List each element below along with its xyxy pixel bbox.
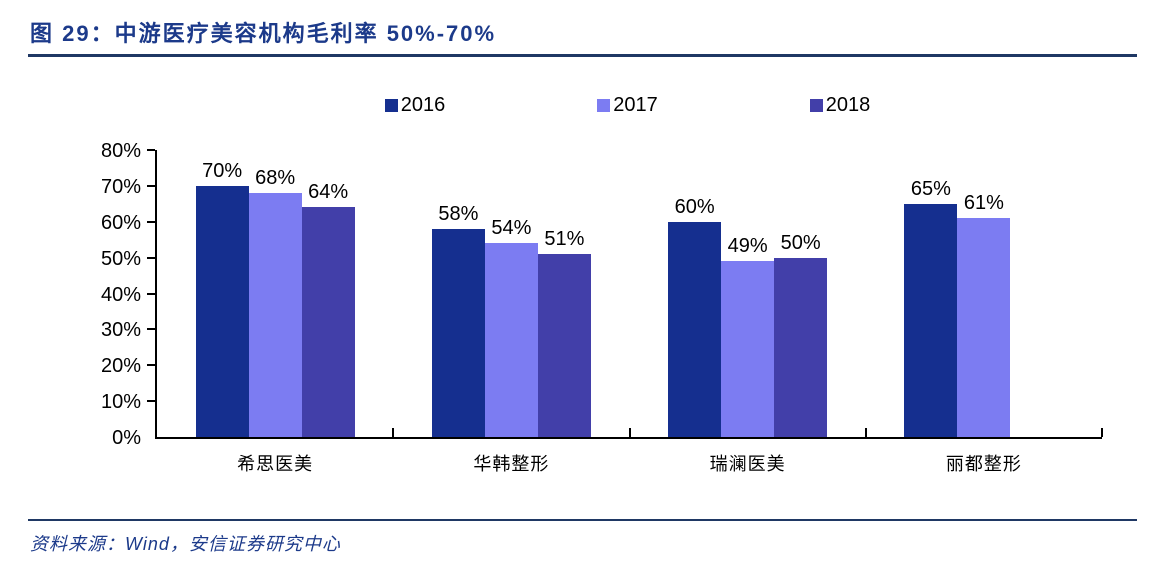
legend-swatch-2018 (809, 98, 823, 112)
legend-item-2017: 2017 (597, 95, 658, 115)
legend-label-2018: 2018 (825, 94, 871, 116)
legend-swatch-2017 (597, 98, 611, 112)
x-axis-category-华韩整形: 华韩整形 (473, 454, 550, 474)
bar-瑞澜医美-2017 (721, 261, 775, 437)
legend-swatch-2016 (384, 98, 398, 112)
bar-value-华韩整形-2016: 58% (438, 202, 479, 225)
bar-华韩整形-2017 (484, 243, 538, 437)
bar-value-希思医美-2017: 68% (255, 167, 296, 190)
y-axis-tick-80% (147, 149, 155, 151)
y-axis-label-0%: 0% (112, 427, 141, 449)
chart-legend: 2016 2017 2018 (155, 93, 1100, 117)
y-axis-label-20%: 20% (100, 355, 141, 378)
bar-华韩整形-2018 (537, 254, 591, 437)
bar-value-丽都整形-2016: 65% (910, 177, 951, 200)
y-axis-tick-50% (147, 256, 155, 259)
y-axis-label-30%: 30% (100, 319, 141, 342)
y-axis-tick-70% (147, 184, 155, 187)
x-axis-boundary-tick-4 (1101, 428, 1103, 437)
bar-value-希思医美-2016: 70% (202, 159, 243, 182)
y-axis-tick-60% (147, 220, 155, 223)
legend-label-2017: 2017 (613, 94, 658, 116)
bar-value-华韩整形-2017: 54% (491, 217, 532, 240)
legend-label-2016: 2016 (400, 94, 446, 116)
bar-value-希思医美-2018: 64% (308, 181, 349, 204)
bar-丽都整形-2016 (904, 203, 958, 437)
y-axis-label-40%: 40% (100, 283, 141, 306)
y-axis-label-70%: 70% (100, 175, 141, 198)
plot-area: 0% 10% 20% 30% 40% 50% 60% 70% 80% 70% 68% 64% 希思医美 5… (101, 141, 1103, 474)
figure-title: 图 29：中游医疗美容机构毛利率 50%-70% (30, 21, 497, 46)
source-divider (28, 519, 1137, 521)
bar-value-瑞澜医美-2017: 49% (727, 235, 768, 258)
y-axis-label-10%: 10% (100, 391, 141, 414)
bar-希思医美-2017 (248, 193, 302, 437)
bar-丽都整形-2017 (957, 218, 1011, 437)
x-axis-category-丽都整形: 丽都整形 (945, 454, 1022, 474)
legend-item-2018: 2018 (809, 94, 871, 116)
x-axis-category-瑞澜医美: 瑞澜医美 (709, 454, 786, 474)
y-axis-label-50%: 50% (100, 247, 141, 270)
bar-value-瑞澜医美-2018: 50% (780, 231, 821, 254)
y-axis-tick-20% (147, 364, 155, 367)
bar-value-华韩整形-2018: 51% (544, 228, 585, 251)
legend-item-2016: 2016 (384, 94, 446, 116)
y-axis-tick-30% (147, 328, 155, 331)
y-axis-label-80%: 80% (100, 140, 141, 162)
bar-希思医美-2018 (301, 207, 355, 437)
x-axis-category-希思医美: 希思医美 (237, 454, 314, 474)
bar-华韩整形-2016 (431, 228, 485, 437)
x-axis-boundary-tick-1 (392, 428, 395, 437)
bar-value-瑞澜医美-2016: 60% (674, 195, 715, 218)
bar-瑞澜医美-2018 (774, 257, 828, 437)
bar-瑞澜医美-2016 (668, 221, 722, 437)
title-divider (28, 54, 1137, 57)
y-axis-tick-10% (147, 400, 155, 403)
y-axis-label-60%: 60% (100, 211, 141, 234)
bar-chart: 2016 2017 2018 0% 10% 20% 30% 40% 50% 60% 70% 80% 7… (0, 60, 1167, 510)
x-axis-boundary-tick-3 (864, 428, 867, 437)
bar-希思医美-2016 (195, 185, 249, 437)
source-note: 资料来源：Wind，安信证券研究中心 (30, 534, 341, 554)
bar-value-丽都整形-2017: 61% (963, 192, 1004, 215)
x-axis-boundary-tick-2 (628, 428, 631, 437)
y-axis-tick-40% (147, 292, 155, 295)
